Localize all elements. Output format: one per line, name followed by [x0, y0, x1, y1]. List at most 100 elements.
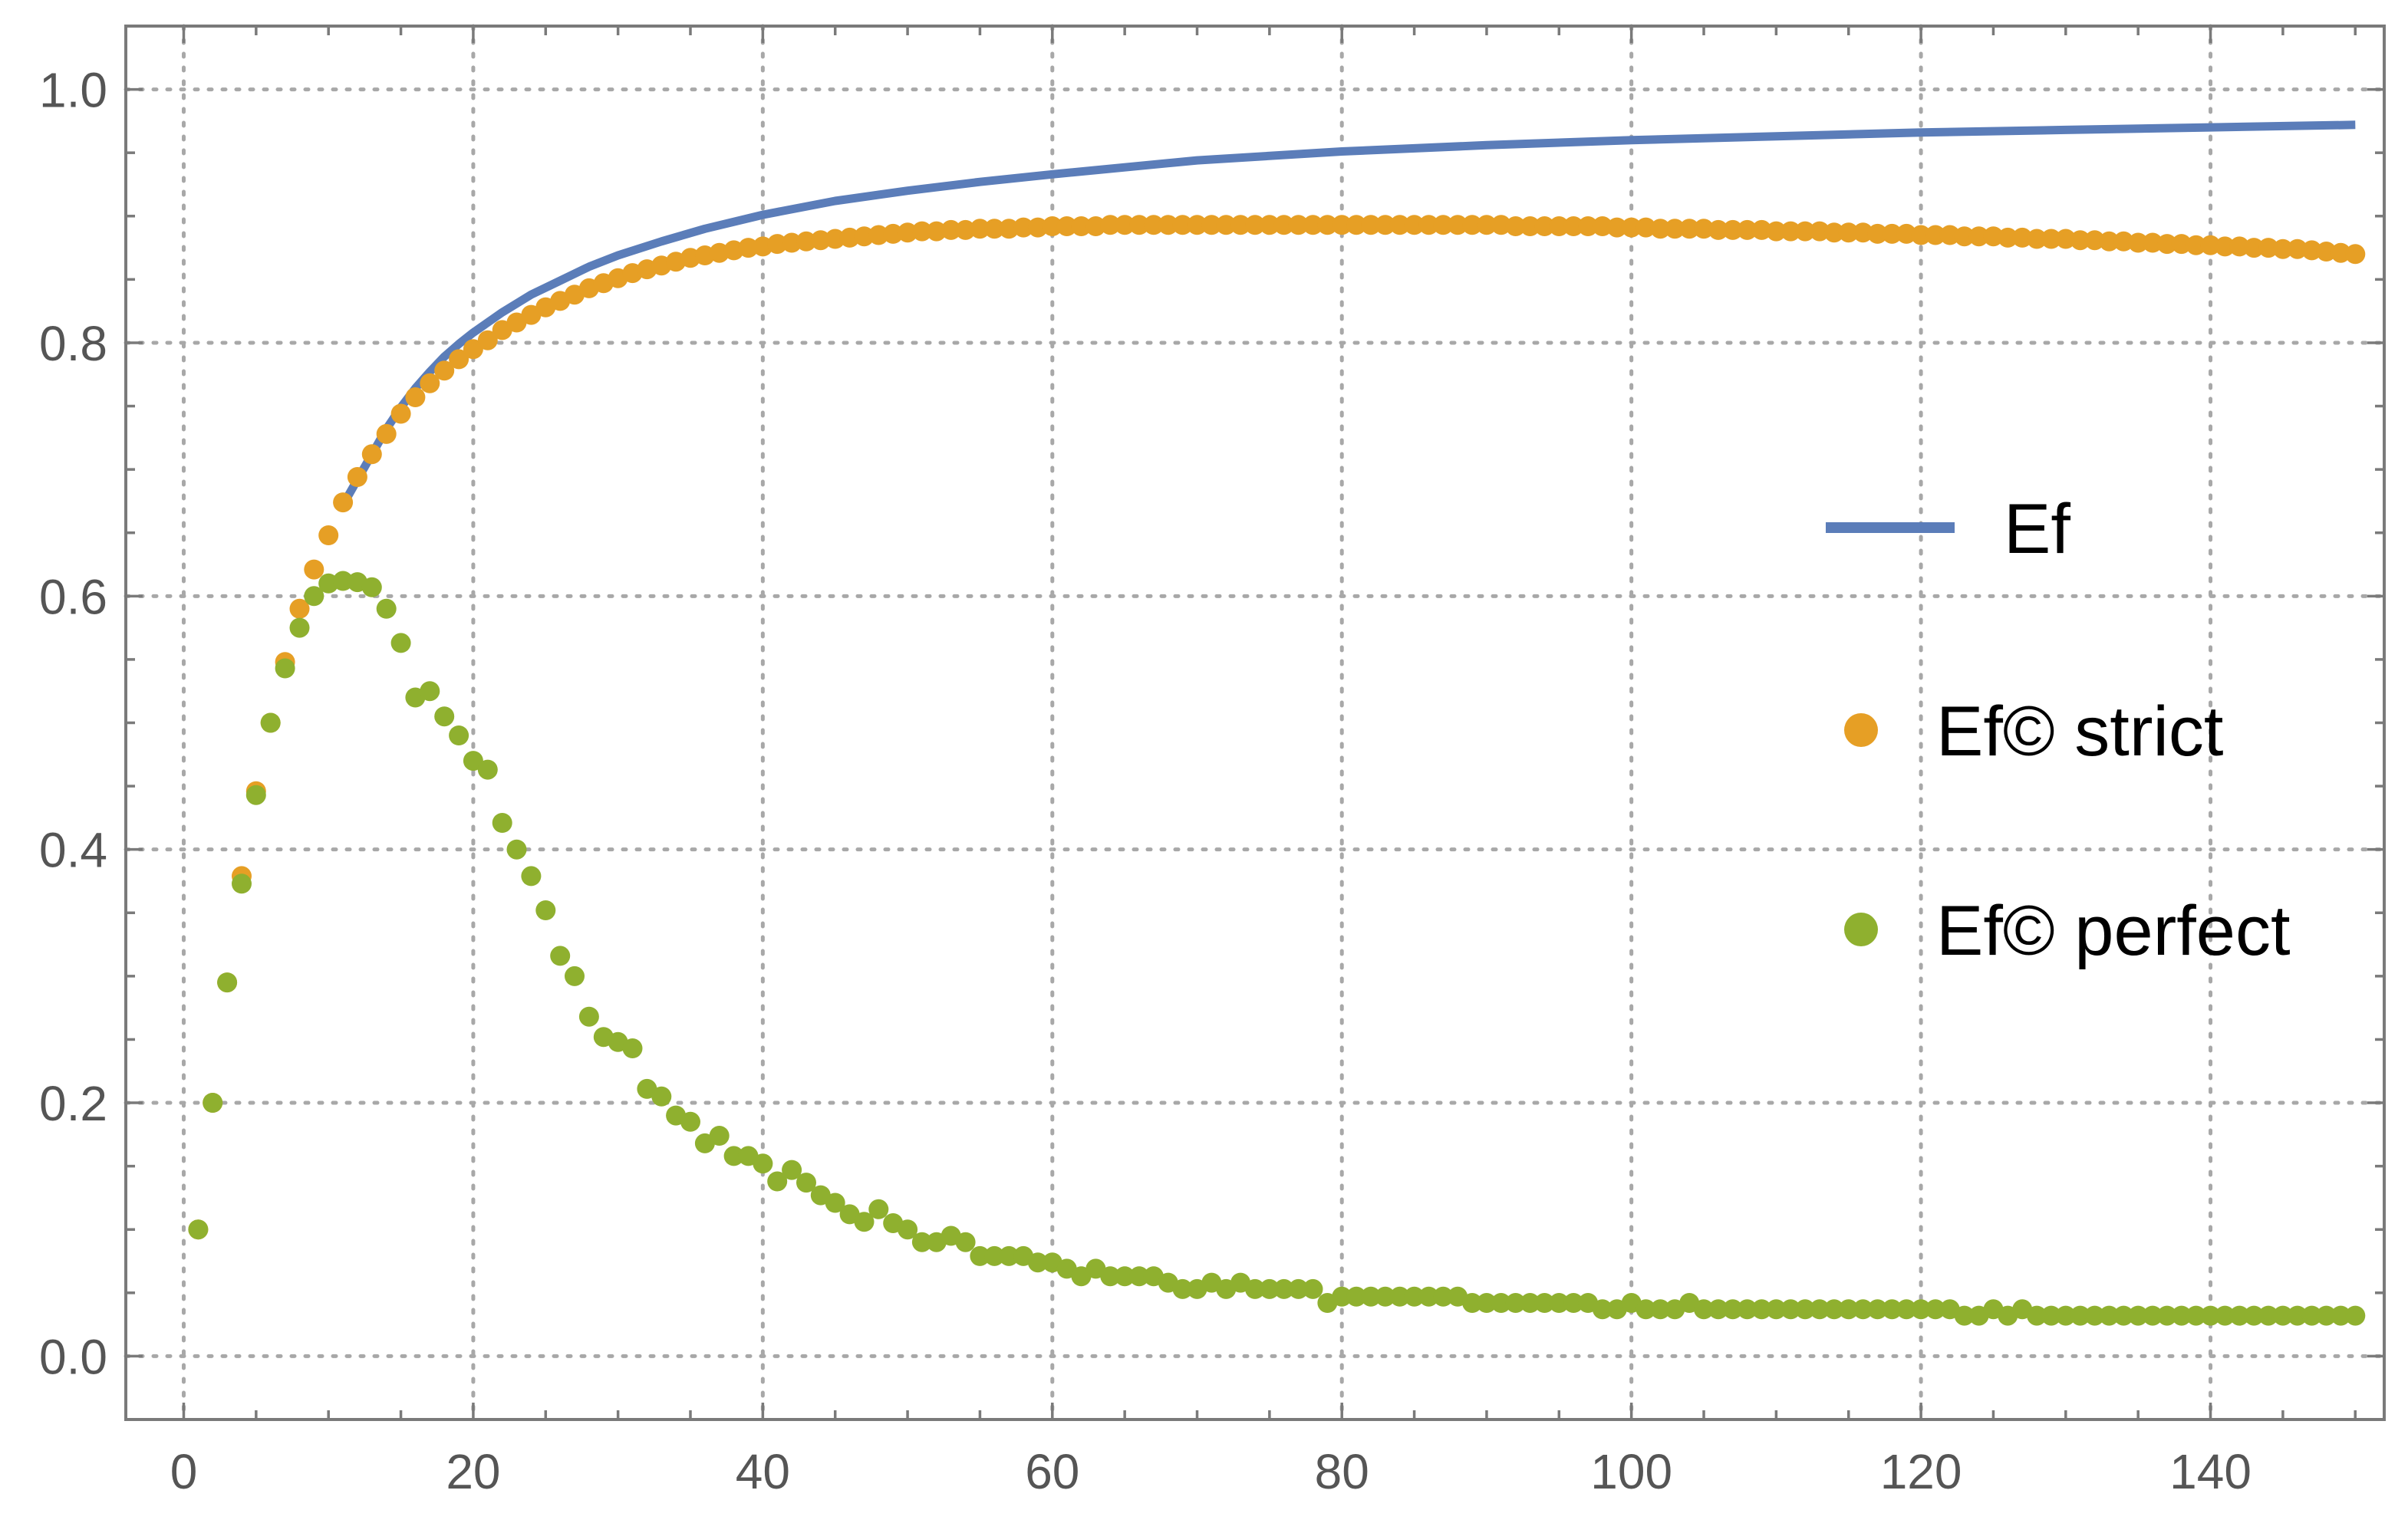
point-s1-45: [839, 227, 860, 248]
point-s1-14: [390, 403, 411, 424]
x-tick-label-7: 140: [2169, 1444, 2252, 1499]
point-s1-148: [2331, 242, 2351, 263]
point-s1-48: [883, 223, 904, 244]
point-s1-110: [1780, 221, 1801, 242]
y-tick-label-0: 0.0: [39, 1329, 107, 1384]
point-s2-97: [1592, 1299, 1612, 1320]
point-s1-71: [1216, 215, 1237, 235]
point-s2-85: [1418, 1286, 1439, 1307]
point-s2-56: [999, 1245, 1020, 1266]
point-s1-112: [1810, 221, 1830, 242]
point-s2-22: [506, 839, 527, 860]
point-s1-146: [2301, 240, 2322, 261]
point-s2-142: [2244, 1305, 2265, 1326]
point-s1-47: [868, 225, 889, 245]
point-s2-146: [2301, 1305, 2322, 1326]
point-s2-12: [361, 577, 382, 597]
point-s2-133: [2113, 1305, 2134, 1326]
point-s2-41: [782, 1160, 802, 1180]
point-s2-129: [2055, 1305, 2076, 1326]
point-s1-9: [318, 525, 339, 545]
point-s2-73: [1245, 1278, 1265, 1299]
point-s2-120: [1925, 1299, 1945, 1320]
point-s1-51: [926, 221, 947, 242]
point-s1-108: [1751, 219, 1772, 240]
point-s1-7: [289, 598, 310, 619]
point-s2-104: [1694, 1299, 1714, 1320]
point-s1-137: [2171, 234, 2192, 255]
point-s1-140: [2215, 236, 2235, 257]
point-s1-42: [796, 231, 816, 252]
point-s1-92: [1520, 216, 1540, 236]
point-s2-134: [2128, 1305, 2149, 1326]
point-s1-96: [1578, 216, 1599, 236]
point-s2-8: [304, 586, 324, 607]
point-s2-55: [984, 1245, 1005, 1266]
x-tick-label-5: 100: [1590, 1444, 1672, 1499]
point-s1-85: [1418, 215, 1439, 235]
point-s2-83: [1389, 1286, 1410, 1307]
point-s1-131: [2084, 230, 2105, 251]
x-tick-label-6: 120: [1880, 1444, 1962, 1499]
point-s2-32: [651, 1086, 672, 1107]
point-s1-123: [1968, 226, 1989, 247]
point-s1-16: [420, 373, 440, 393]
point-s2-140: [2215, 1305, 2235, 1326]
point-s2-50: [911, 1232, 932, 1252]
point-s1-149: [2345, 244, 2366, 265]
point-s2-36: [709, 1126, 730, 1146]
point-s1-107: [1737, 219, 1757, 240]
point-s2-46: [854, 1212, 875, 1232]
point-s1-60: [1056, 216, 1077, 236]
point-s2-24: [535, 900, 556, 920]
point-s1-144: [2272, 239, 2293, 259]
point-s1-8: [304, 559, 324, 580]
point-s1-57: [1013, 217, 1034, 238]
point-s1-81: [1361, 215, 1381, 235]
point-s2-26: [565, 966, 585, 986]
point-s1-58: [1027, 217, 1048, 238]
point-s2-107: [1737, 1299, 1757, 1320]
point-s1-83: [1389, 215, 1410, 235]
point-s1-126: [2012, 227, 2033, 248]
point-s2-128: [2041, 1305, 2061, 1326]
point-s1-98: [1606, 217, 1627, 238]
point-s1-65: [1129, 215, 1149, 235]
point-s2-115: [1853, 1299, 1873, 1320]
point-s2-112: [1810, 1299, 1830, 1320]
point-s2-139: [2200, 1305, 2221, 1326]
y-tick-label-3: 0.6: [39, 569, 107, 624]
point-s1-15: [405, 387, 426, 407]
point-s1-43: [810, 230, 831, 251]
point-s2-76: [1288, 1278, 1309, 1299]
point-s1-136: [2156, 234, 2177, 255]
point-s2-77: [1303, 1278, 1323, 1299]
point-s1-75: [1273, 215, 1294, 235]
point-s1-63: [1100, 215, 1121, 235]
point-s2-100: [1636, 1299, 1656, 1320]
point-s2-79: [1332, 1286, 1352, 1307]
point-s1-44: [825, 229, 845, 249]
point-s2-42: [796, 1173, 816, 1193]
point-s1-129: [2055, 229, 2076, 249]
point-s1-10: [333, 492, 354, 513]
point-s2-75: [1273, 1278, 1294, 1299]
point-s2-147: [2316, 1305, 2337, 1326]
point-s1-80: [1346, 215, 1367, 235]
point-s1-86: [1433, 215, 1454, 235]
point-s2-30: [622, 1038, 643, 1058]
point-s2-53: [955, 1232, 976, 1252]
point-s2-17: [434, 706, 455, 727]
point-s1-54: [970, 219, 990, 239]
point-s2-3: [232, 873, 252, 894]
point-s1-127: [2027, 229, 2047, 249]
point-s1-117: [1882, 223, 1902, 244]
point-s1-120: [1925, 225, 1945, 245]
point-s2-118: [1896, 1299, 1917, 1320]
point-s2-65: [1129, 1266, 1149, 1287]
point-s1-72: [1230, 215, 1251, 235]
point-s2-110: [1780, 1299, 1801, 1320]
point-s2-54: [970, 1245, 990, 1266]
